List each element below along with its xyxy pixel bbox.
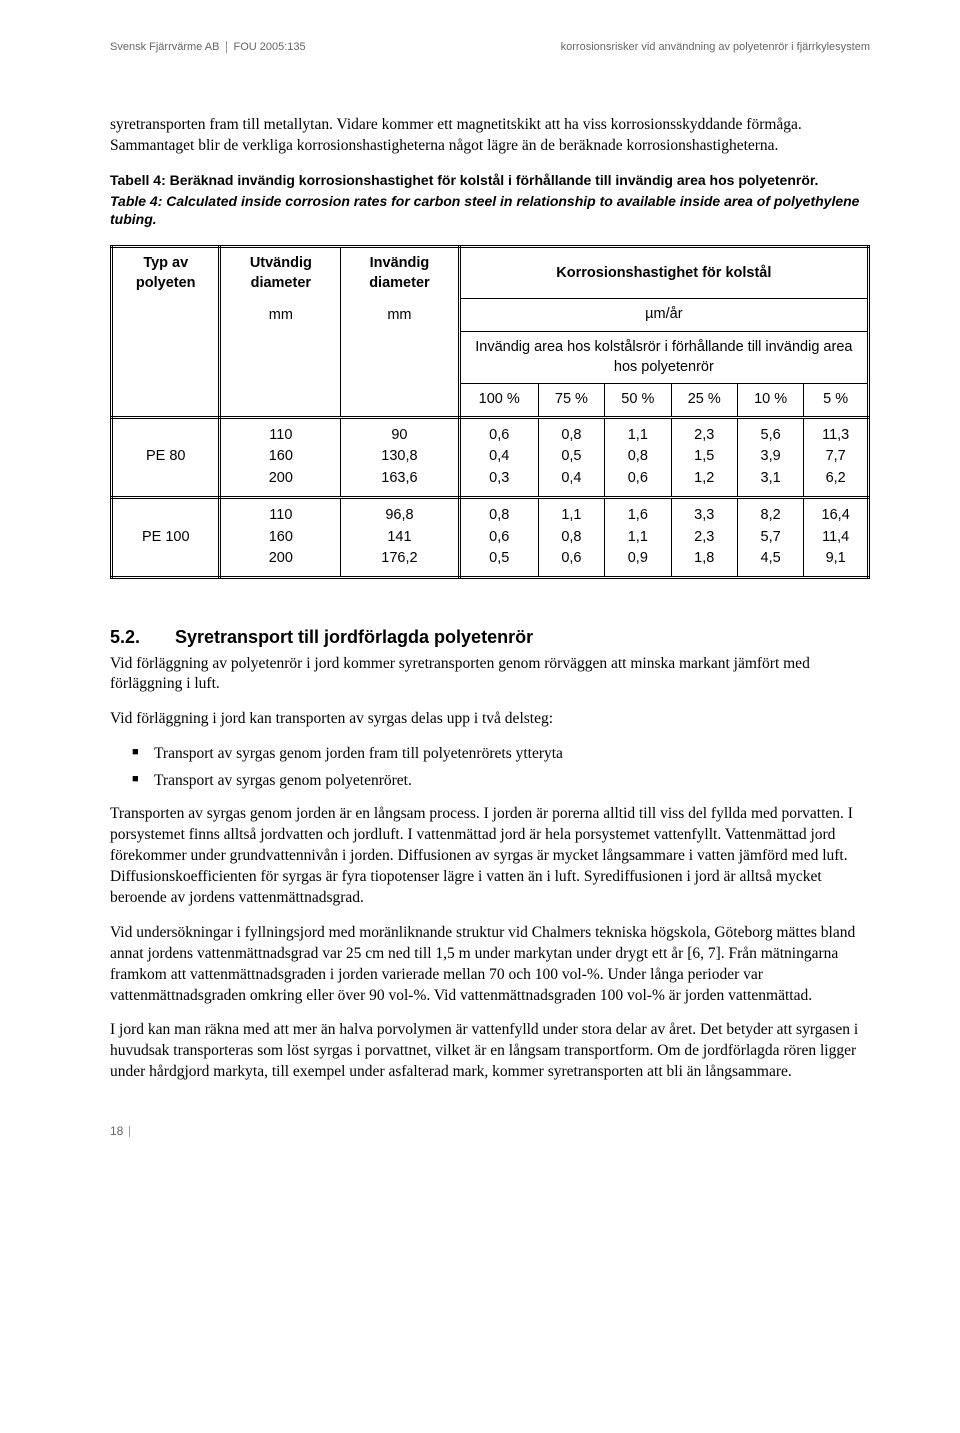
pct-10: 10 % <box>737 384 803 418</box>
r2-outer: 110 160 200 <box>220 497 341 577</box>
section-title: Syretransport till jordförlagda polyeten… <box>175 627 533 647</box>
r1-c50: 1,1 0,8 0,6 <box>605 417 671 497</box>
pct-5: 5 % <box>804 384 869 418</box>
pct-50: 50 % <box>605 384 671 418</box>
th-rate: Korrosionshastighet för kolstål <box>459 247 868 299</box>
header-org: Svensk Fjärrvärme AB <box>110 41 219 53</box>
para-2: Vid förläggning av polyetenrör i jord ko… <box>110 654 870 696</box>
r1-c25: 2,3 1,5 1,2 <box>671 417 737 497</box>
unit-mm-b: mm <box>341 299 460 331</box>
header-ref: FOU 2005:135 <box>226 41 305 53</box>
r2-c10: 8,2 5,7 4,5 <box>737 497 803 577</box>
r1-inner: 90 130,8 163,6 <box>341 417 460 497</box>
para-3: Vid förläggning i jord kan transporten a… <box>110 709 870 730</box>
intro-paragraph: syretransporten fram till metallytan. Vi… <box>110 115 870 157</box>
unit-mm-a: mm <box>220 299 341 331</box>
r2-c100: 0,8 0,6 0,5 <box>459 497 538 577</box>
unit-blank-a <box>112 299 220 331</box>
th-type: Typ av polyeten <box>112 247 220 300</box>
bullet-1: Transport av syrgas genom jorden fram ti… <box>110 744 870 765</box>
unit-rate: µm/år <box>459 299 868 331</box>
bullet-list: Transport av syrgas genom jorden fram ti… <box>110 744 870 792</box>
para-6: I jord kan man räkna med att mer än halv… <box>110 1020 870 1083</box>
table-caption-sv: Tabell 4: Beräknad invändig korrosionsha… <box>110 171 870 190</box>
page-container: Svensk Fjärrvärme AB FOU 2005:135 korros… <box>0 0 960 1179</box>
r2-c25: 3,3 2,3 1,8 <box>671 497 737 577</box>
r2-type: PE 100 <box>112 497 220 577</box>
r1-type: PE 80 <box>112 417 220 497</box>
para-4: Transporten av syrgas genom jorden är en… <box>110 804 870 909</box>
r1-c100: 0,6 0,4 0,3 <box>459 417 538 497</box>
r2-c5: 16,4 11,4 9,1 <box>804 497 869 577</box>
r1-outer: 110 160 200 <box>220 417 341 497</box>
th-outer: Utvändig diameter <box>220 247 341 300</box>
ratio-label: Invändig area hos kolstålsrör i förhålla… <box>459 332 868 384</box>
page-number: 18 <box>110 1123 123 1139</box>
pct-100: 100 % <box>459 384 538 418</box>
section-num: 5.2. <box>110 625 170 649</box>
bullet-2: Transport av syrgas genom polyetenröret. <box>110 771 870 792</box>
header-title: korrosionsrisker vid användning av polye… <box>561 40 870 55</box>
pct-75: 75 % <box>538 384 604 418</box>
corrosion-table: Typ av polyeten Utvändig diameter Invänd… <box>110 245 870 579</box>
r1-c10: 5,6 3,9 3,1 <box>737 417 803 497</box>
header-left: Svensk Fjärrvärme AB FOU 2005:135 <box>110 40 306 55</box>
r2-c50: 1,6 1,1 0,9 <box>605 497 671 577</box>
pct-25: 25 % <box>671 384 737 418</box>
section-heading: 5.2. Syretransport till jordförlagda pol… <box>110 625 870 649</box>
r2-inner: 96,8 141 176,2 <box>341 497 460 577</box>
page-footer: 18 <box>110 1123 870 1139</box>
r2-c75: 1,1 0,8 0,6 <box>538 497 604 577</box>
page-header: Svensk Fjärrvärme AB FOU 2005:135 korros… <box>110 40 870 55</box>
r1-c75: 0,8 0,5 0,4 <box>538 417 604 497</box>
para-5: Vid undersökningar i fyllningsjord med m… <box>110 923 870 1007</box>
table-caption-en: Table 4: Calculated inside corrosion rat… <box>110 192 870 230</box>
footer-separator <box>129 1126 130 1137</box>
th-inner: Invändig diameter <box>341 247 460 300</box>
r1-c5: 11,3 7,7 6,2 <box>804 417 869 497</box>
